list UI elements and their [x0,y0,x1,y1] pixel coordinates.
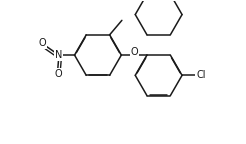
Text: Cl: Cl [196,70,206,80]
Text: O: O [38,38,46,48]
Text: N: N [55,50,63,60]
Text: O: O [54,69,62,79]
Text: O: O [130,47,138,57]
